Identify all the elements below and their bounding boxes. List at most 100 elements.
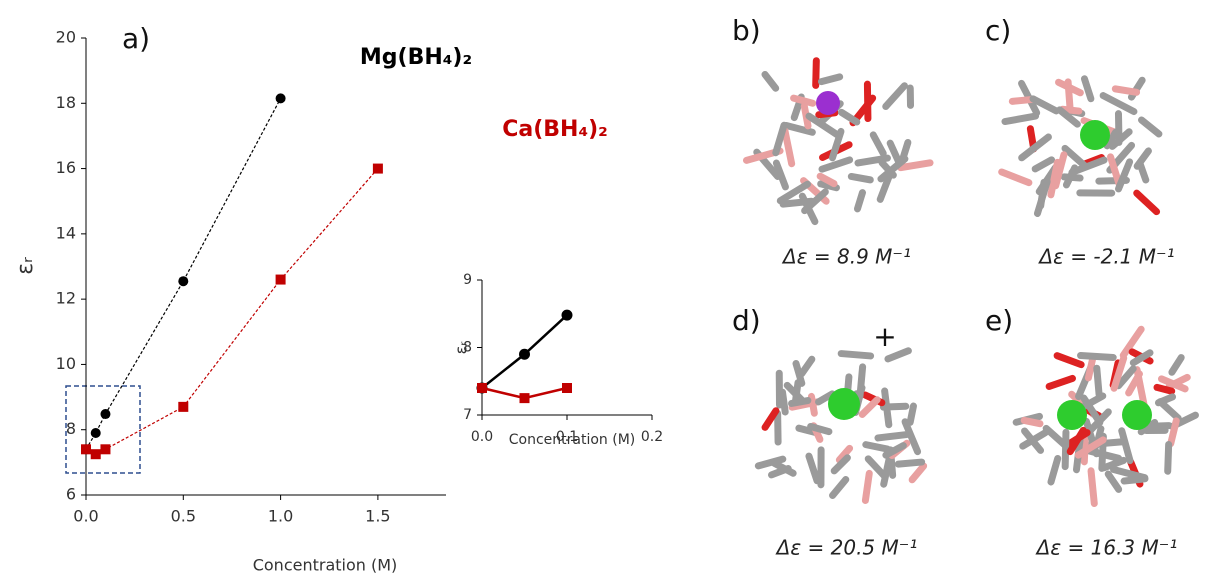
bond [1160, 402, 1178, 419]
x-tick-label: 0.0 [471, 429, 493, 445]
marker [519, 349, 530, 360]
bond [1142, 120, 1159, 134]
panel-label: a) [122, 22, 150, 55]
bond [1005, 116, 1036, 121]
marker [91, 449, 101, 459]
bond [811, 426, 829, 431]
bond [816, 61, 817, 86]
bond [796, 383, 798, 401]
bond [833, 480, 846, 496]
y-tick-label: 20 [56, 28, 76, 47]
marker [477, 383, 487, 393]
marker [81, 444, 91, 454]
series-label: Ca(BH₄)₂ [502, 117, 608, 142]
y-tick-label: 18 [56, 93, 76, 112]
bond [1168, 444, 1169, 471]
x-tick-label: 0.0 [73, 507, 98, 526]
bond [901, 163, 930, 168]
bond [851, 176, 870, 179]
panel-label: d) [732, 304, 761, 337]
panel-label: e) [985, 304, 1013, 337]
bond [841, 354, 870, 356]
x-axis-label: Concentration (M) [509, 432, 636, 448]
y-tick-label: 14 [56, 223, 76, 242]
marker [91, 428, 101, 438]
bond [776, 125, 784, 152]
panel-label: b) [732, 14, 761, 47]
bond [822, 160, 850, 169]
y-tick-label: 10 [56, 354, 76, 373]
y-axis-label: εᵣ [452, 341, 471, 355]
y-tick-label: 9 [463, 272, 472, 288]
bond [912, 466, 923, 480]
bond [1172, 358, 1181, 373]
bond [1035, 160, 1051, 169]
marker [562, 383, 572, 393]
bond [1049, 378, 1072, 386]
bond [802, 359, 812, 373]
bond [1108, 474, 1118, 489]
y-tick-label: 12 [56, 289, 76, 308]
atom [1122, 400, 1152, 430]
bond [785, 131, 792, 164]
bond [873, 135, 883, 154]
marker [178, 402, 188, 412]
bond [776, 163, 785, 187]
marker [178, 276, 188, 286]
bond [1051, 458, 1058, 482]
x-axis-label: Concentration (M) [253, 556, 398, 575]
atom [1080, 120, 1110, 150]
bond [866, 445, 888, 449]
y-tick-label: 16 [56, 158, 76, 177]
bond [860, 367, 863, 396]
bond [1065, 432, 1066, 466]
marker [562, 310, 573, 321]
y-axis-label: εᵣ [13, 257, 38, 275]
bond [862, 400, 877, 415]
caption: Δε = -2.1 M⁻¹ [1037, 245, 1174, 269]
bond [1059, 82, 1081, 92]
bond [792, 401, 808, 404]
bond [857, 193, 862, 209]
series-label: Mg(BH₄)₂ [360, 45, 472, 70]
bond [1137, 193, 1157, 211]
atom [816, 91, 840, 115]
series-line [86, 169, 378, 455]
bond [1024, 420, 1040, 423]
bond [886, 86, 905, 107]
bond [842, 112, 857, 122]
bond [878, 435, 907, 438]
charge: + [873, 320, 896, 353]
zoom-box [66, 386, 140, 473]
marker [276, 93, 286, 103]
bond [1066, 168, 1074, 185]
x-tick-label: 1.0 [268, 507, 293, 526]
bond [1088, 359, 1092, 378]
bond [811, 396, 814, 413]
bond [1002, 172, 1029, 183]
marker [276, 275, 286, 285]
bond [885, 391, 889, 425]
y-tick-label: 7 [463, 407, 472, 423]
bond [1081, 356, 1114, 358]
figure: b) c) d) e) Δε = 8.9 M⁻¹ Δε = -2.1 M⁻¹ Δ… [0, 0, 1221, 577]
marker [520, 393, 530, 403]
x-tick-label: 1.5 [365, 507, 390, 526]
bond [884, 457, 890, 484]
bond [1122, 431, 1130, 461]
panel-label: c) [985, 14, 1011, 47]
bond [1091, 471, 1094, 504]
bond [783, 392, 786, 412]
marker [373, 164, 383, 174]
marker [100, 444, 110, 454]
bond [821, 77, 839, 82]
bond [1137, 151, 1148, 166]
bond [809, 456, 817, 481]
bond [910, 406, 913, 422]
caption: Δε = 20.5 M⁻¹ [775, 536, 918, 560]
atom [828, 388, 860, 420]
caption: Δε = 8.9 M⁻¹ [781, 245, 911, 269]
bond [1115, 89, 1136, 92]
bond [794, 98, 813, 103]
marker [100, 409, 110, 419]
